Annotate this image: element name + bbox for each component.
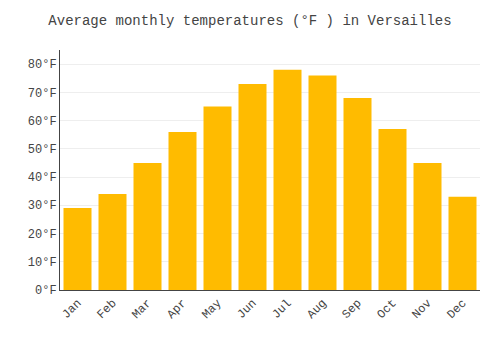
svg-text:50°F: 50°F bbox=[28, 143, 57, 157]
svg-text:Sep: Sep bbox=[339, 297, 364, 322]
svg-text:Jul: Jul bbox=[269, 297, 294, 322]
svg-text:70°F: 70°F bbox=[28, 87, 57, 101]
svg-text:10°F: 10°F bbox=[28, 256, 57, 270]
svg-text:Apr: Apr bbox=[164, 297, 189, 322]
svg-text:Nov: Nov bbox=[409, 297, 434, 322]
svg-text:30°F: 30°F bbox=[28, 199, 57, 213]
svg-text:Dec: Dec bbox=[444, 297, 469, 322]
svg-text:Feb: Feb bbox=[94, 297, 119, 322]
svg-text:Average monthly temperatures (: Average monthly temperatures (°F ) in Ve… bbox=[48, 13, 451, 29]
svg-text:Aug: Aug bbox=[304, 297, 329, 322]
svg-text:0°F: 0°F bbox=[35, 284, 57, 298]
svg-text:Jun: Jun bbox=[234, 297, 259, 322]
svg-text:Jan: Jan bbox=[59, 297, 84, 322]
svg-text:80°F: 80°F bbox=[28, 58, 57, 72]
svg-text:Oct: Oct bbox=[374, 297, 399, 322]
svg-text:60°F: 60°F bbox=[28, 115, 57, 129]
svg-text:20°F: 20°F bbox=[28, 228, 57, 242]
svg-text:May: May bbox=[199, 297, 224, 322]
svg-text:40°F: 40°F bbox=[28, 171, 57, 185]
svg-text:Mar: Mar bbox=[129, 297, 154, 322]
